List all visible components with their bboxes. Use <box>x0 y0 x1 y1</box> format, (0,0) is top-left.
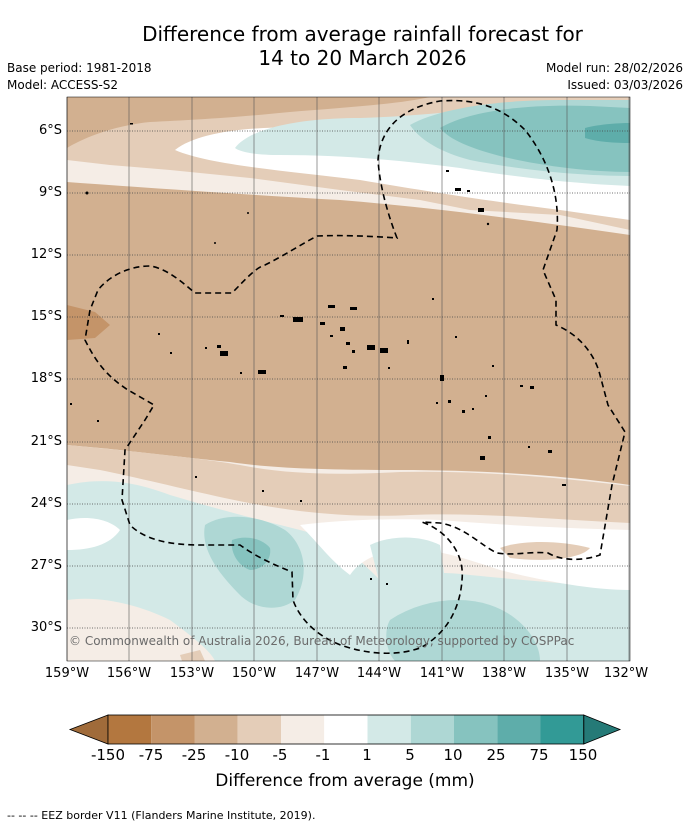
colorbar <box>68 714 622 745</box>
lat-label: 18°S <box>30 371 62 386</box>
lon-label: 135°W <box>544 666 590 681</box>
field-plus1-islet <box>370 537 445 590</box>
colorbar-tick-label: 1 <box>362 746 372 764</box>
colorbar-tick-label: 75 <box>529 746 549 764</box>
map-frame <box>66 96 631 662</box>
field-neutral-west <box>67 518 120 550</box>
colorbar-swatch <box>324 715 368 744</box>
colorbar-tick-label: 150 <box>568 746 598 764</box>
title-line-2: 14 to 20 March 2026 <box>258 46 467 70</box>
lat-label: 24°S <box>30 496 62 511</box>
run-info: Model run: 28/02/2026 Issued: 03/03/2026 <box>546 60 683 94</box>
field-plus10-north <box>440 105 630 172</box>
eez-border <box>84 99 626 654</box>
colorbar-title: Difference from average (mm) <box>215 771 475 791</box>
colorbar-tick-label: 25 <box>486 746 506 764</box>
model-name: Model: ACCESS-S2 <box>7 78 119 92</box>
lon-label: 150°W <box>231 666 277 681</box>
eez-legend-note: -- -- -- EEZ border V11 (Flanders Marine… <box>7 809 316 822</box>
colorbar-tick-label: 5 <box>405 746 415 764</box>
colorbar-swatch <box>454 715 498 744</box>
copyright-notice: © Commonwealth of Australia 2026, Bureau… <box>69 634 575 648</box>
lat-label: 12°S <box>30 247 62 262</box>
lon-label: 141°W <box>419 666 465 681</box>
colorbar-swatch <box>108 715 152 744</box>
base-period: Base period: 1981-2018 <box>7 61 152 75</box>
colorbar-swatches <box>68 714 622 745</box>
lat-label: 15°S <box>30 309 62 324</box>
field-plus25-north <box>585 123 630 143</box>
model-run-date: Model run: 28/02/2026 <box>545 61 683 75</box>
lat-label: 27°S <box>30 558 62 573</box>
colorbar-tick-label: -1 <box>315 746 331 764</box>
colorbar-swatch <box>367 715 411 744</box>
colorbar-swatch <box>410 715 454 744</box>
colorbar-swatch <box>497 715 541 744</box>
colorbar-swatch <box>194 715 238 744</box>
anomaly-fields <box>67 97 630 661</box>
issued-date: Issued: 03/03/2026 <box>567 78 683 92</box>
colorbar-swatch <box>151 715 195 744</box>
lon-label: 159°W <box>44 666 90 681</box>
model-info: Base period: 1981-2018 Model: ACCESS-S2 <box>7 60 152 94</box>
lon-label: 153°W <box>169 666 215 681</box>
colorbar-swatch <box>237 715 281 744</box>
field-minus1-southwest <box>67 598 215 661</box>
colorbar-outline <box>107 714 585 745</box>
colorbar-tick-label: -150 <box>90 746 126 764</box>
field-minus5-east <box>500 542 590 560</box>
lat-label: 6°S <box>38 123 62 138</box>
field-minus5-southwest <box>180 650 205 661</box>
field-minus10-central <box>67 182 630 485</box>
lat-label: 9°S <box>38 185 62 200</box>
field-minus5-south <box>67 445 630 523</box>
map-title: Difference from average rainfall forecas… <box>80 22 645 70</box>
rainfall-anomaly-map <box>66 96 631 662</box>
colorbar-arrow-high <box>583 714 622 745</box>
colorbar-tick-label: -5 <box>272 746 288 764</box>
lon-label: 138°W <box>481 666 527 681</box>
title-line-1: Difference from average rainfall forecas… <box>142 22 583 46</box>
colorbar-swatch <box>540 715 584 744</box>
islands <box>70 123 566 585</box>
graticule-lon <box>66 97 630 661</box>
colorbar-tick-label: -10 <box>224 746 250 764</box>
colorbar-tick-label: -75 <box>138 746 164 764</box>
colorbar-arrow-low <box>68 714 109 745</box>
lat-label: 30°S <box>30 620 62 635</box>
colorbar-swatch <box>281 715 325 744</box>
lat-label: 21°S <box>30 434 62 449</box>
lon-label: 156°W <box>106 666 152 681</box>
colorbar-tick-label: -25 <box>181 746 207 764</box>
lon-label: 144°W <box>356 666 402 681</box>
colorbar-tick-label: 10 <box>443 746 463 764</box>
field-neutral-south <box>300 519 630 590</box>
lon-label: 132°W <box>603 666 649 681</box>
field-minus10-north <box>67 97 430 148</box>
lon-label: 147°W <box>294 666 340 681</box>
